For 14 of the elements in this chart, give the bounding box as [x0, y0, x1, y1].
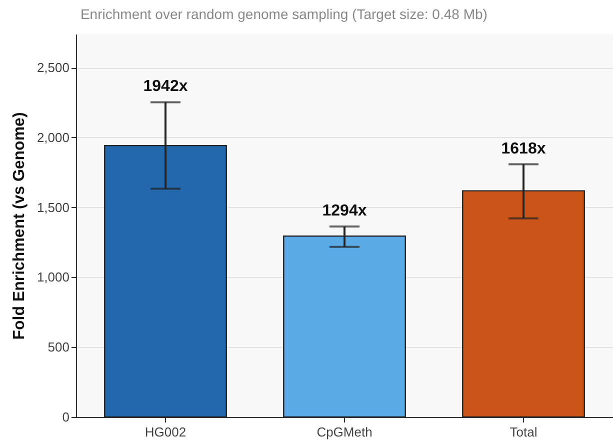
data-label: 1942x	[143, 78, 188, 96]
y-tick-label: 500	[48, 340, 70, 355]
chart-title: Enrichment over random genome sampling (Target size: 0.48 Mb)	[80, 6, 488, 22]
y-axis-title: Fold Enrichment (vs Genome)	[10, 112, 28, 340]
y-tick-label: 0	[62, 410, 70, 424]
data-label: 1294x	[322, 202, 367, 220]
x-tick-label: Total	[510, 424, 538, 440]
data-label: 1618x	[501, 140, 546, 158]
x-tick-label: CpGMeth	[316, 424, 372, 440]
y-tick-label: 2,500	[36, 60, 70, 76]
y-tick-label: 1,000	[36, 270, 70, 285]
y-tick-label: 2,000	[36, 130, 70, 145]
y-tick-label: 1,500	[36, 200, 70, 215]
x-tick-label: HG002	[144, 424, 186, 440]
